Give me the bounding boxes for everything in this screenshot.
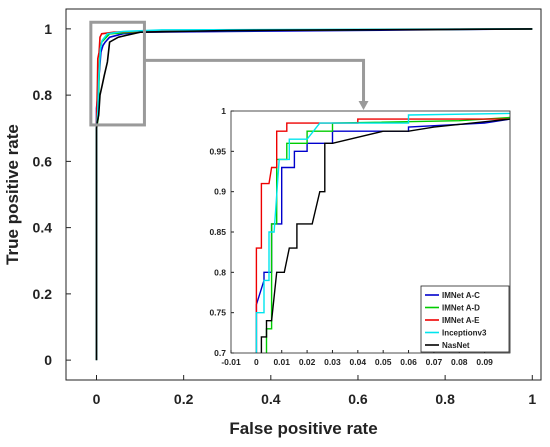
inset-y-tick-label: 1 — [221, 106, 226, 116]
inset-legend: IMNet A-C IMNet A-D IMNet A-E Inceptionv3 Na… — [420, 285, 510, 353]
y-axis-title: True positive rate — [3, 124, 22, 265]
main-x-tick-label: 0.6 — [348, 391, 368, 407]
main-x-tick-label: 0.4 — [261, 391, 281, 407]
zoom-connector-arrow — [144, 58, 369, 110]
main-series-lines — [95, 28, 533, 361]
main-y-tick-label: 0.2 — [33, 286, 53, 302]
zoom-highlight-box — [89, 20, 146, 127]
inset-plot-frame — [230, 110, 511, 354]
connector-arrowhead — [358, 101, 369, 110]
main-plot-frame — [65, 8, 542, 381]
legend-entry-label: Inceptionv3 — [442, 329, 487, 338]
main-axis-ticks: 0 0.2 0.4 0.6 0.8 1 0 0.2 0.4 0.6 0.8 1 — [33, 21, 537, 407]
inset-series-lines — [255, 112, 510, 353]
inset-x-tick-label: 0.04 — [350, 357, 367, 367]
inset-series-line — [255, 112, 510, 353]
inset-x-tick-label: 0.07 — [426, 357, 443, 367]
inset-x-tick-label: 0.01 — [273, 357, 290, 367]
main-x-tick-label: 0.8 — [435, 391, 455, 407]
inset-x-tick-label: 0.02 — [299, 357, 316, 367]
inset-y-tick-label: 0.7 — [214, 348, 226, 358]
inset-x-tick-label: 0.09 — [476, 357, 493, 367]
main-y-tick-label: 0.4 — [33, 220, 53, 236]
inset-x-tick-label: -0.01 — [221, 357, 241, 367]
legend-entry-label: IMNet A-D — [442, 304, 480, 313]
inset-x-tick-label: 0.03 — [324, 357, 341, 367]
main-y-tick-label: 1 — [44, 21, 52, 37]
inset-y-tick-label: 0.9 — [214, 187, 226, 197]
legend-entry-label: IMNet A-C — [442, 291, 480, 300]
inset-series-line — [260, 118, 510, 353]
inset-y-tick-label: 0.95 — [209, 146, 226, 156]
x-axis-title: False positive rate — [229, 419, 377, 438]
inset-x-tick-label: 0.06 — [400, 357, 417, 367]
legend-box — [420, 285, 510, 353]
legend-entry-label: NasNet — [442, 341, 470, 350]
main-y-tick-label: 0 — [44, 352, 52, 368]
main-x-tick-label: 0 — [93, 391, 101, 407]
inset-x-tick-label: 0.05 — [375, 357, 392, 367]
inset-y-tick-label: 0.75 — [209, 308, 226, 318]
legend-entry-label: IMNet A-E — [442, 316, 480, 325]
main-x-tick-label: 0.2 — [174, 391, 194, 407]
inset-axis-ticks: -0.01 0 0.01 0.02 0.03 0.04 0.05 0.06 0.07 0.08 0.… — [209, 106, 493, 367]
inset-y-tick-label: 0.8 — [214, 267, 226, 277]
connector-line — [144, 58, 366, 102]
main-series-line — [95, 28, 533, 361]
inset-series-line — [265, 116, 510, 353]
main-x-tick-label: 1 — [528, 391, 536, 407]
inset-x-tick-label: 0 — [254, 357, 259, 367]
main-y-tick-label: 0.6 — [33, 153, 53, 169]
inset-y-tick-label: 0.85 — [209, 227, 226, 237]
main-y-tick-label: 0.8 — [33, 87, 53, 103]
inset-x-tick-label: 0.08 — [451, 357, 468, 367]
